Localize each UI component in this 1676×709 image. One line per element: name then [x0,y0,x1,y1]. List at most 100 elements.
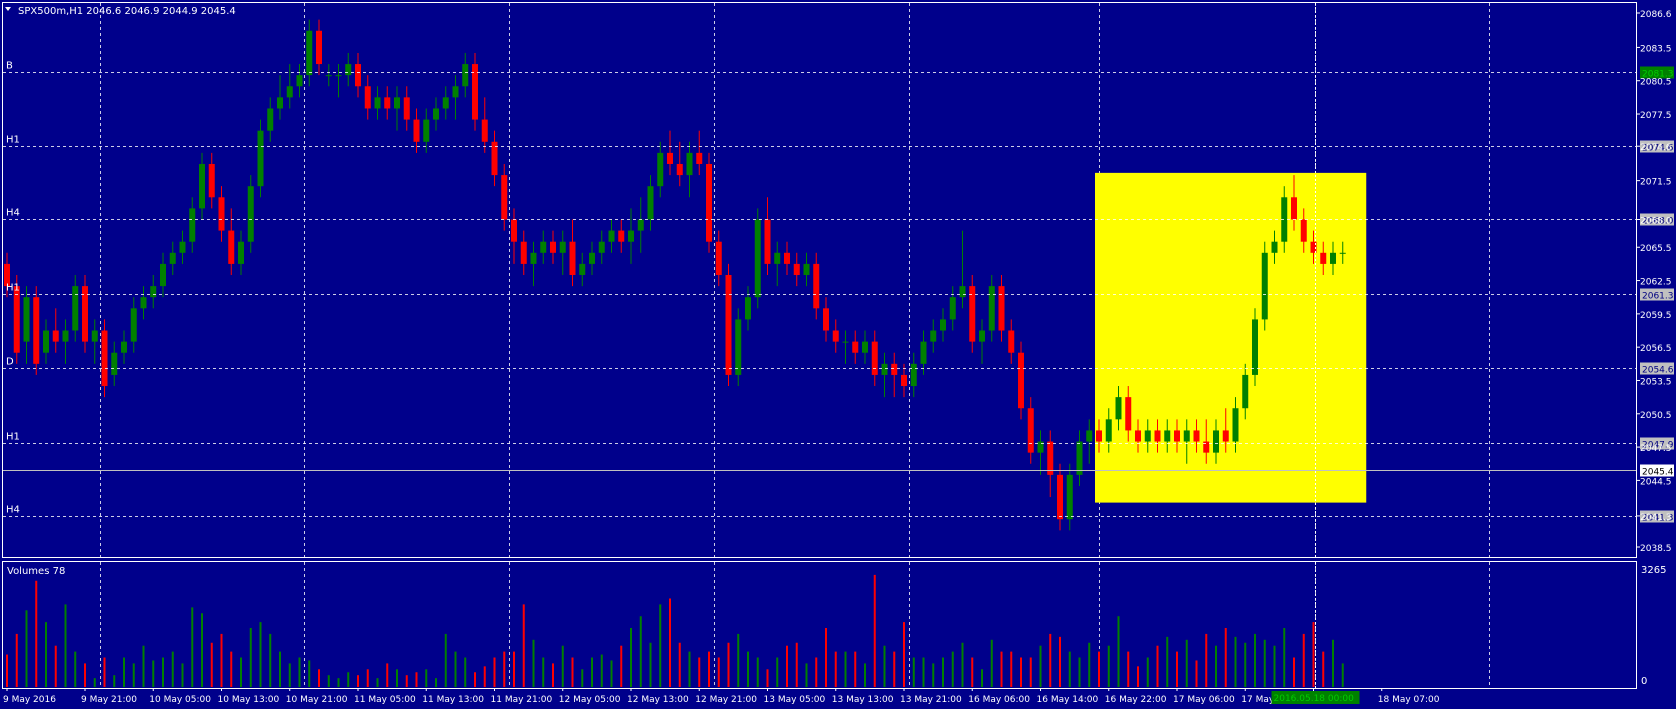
candle-body [1222,430,1229,442]
candle-body [1300,219,1307,242]
candle-body [657,152,664,187]
candle-body [686,152,693,176]
candle-body [1135,430,1141,442]
candle-body [91,330,98,342]
candle-body [1213,430,1219,453]
candle-body [530,252,537,264]
candle-body [316,30,322,65]
candle-body [1232,408,1239,442]
y-tick-label: 2083.5 [1640,44,1672,54]
candle-body [218,197,225,231]
candle-body [1057,474,1063,520]
candle-body [150,286,157,298]
candle-body [1183,430,1190,442]
candle-body [130,308,137,342]
candle-body [862,341,868,353]
candle-body [413,119,420,142]
candle-body [1174,430,1180,442]
candle-body [559,241,566,253]
candle-body [62,330,69,342]
candle-body [1154,430,1161,442]
candle-body [23,297,30,342]
candle-body [1047,441,1054,475]
candle-body [764,219,771,264]
candle-body [881,363,888,375]
candle-body [1027,408,1034,453]
candle-body [1310,241,1317,253]
candle-body [52,330,59,342]
price-tag-label: 2068.0 [1642,217,1674,227]
x-tick-label: 12 May 13:00 [627,695,689,705]
level-label: H4 [6,505,20,516]
candle-body [1320,252,1327,264]
candle-body [1193,430,1200,442]
candle-body [286,86,293,98]
candle-body [647,186,654,220]
candle-body [1271,241,1278,253]
candle-body [33,297,40,364]
x-tick-label: 13 May 05:00 [764,695,826,705]
horizontal-levels: B H1 H4 H1 D H1 H4 [3,61,1636,517]
candle-body [423,119,430,142]
candle-body [813,263,820,309]
candle-body [823,308,829,331]
candle-body [696,152,703,164]
candle-body [930,330,937,342]
candle-body [433,108,439,120]
candle-body [1115,397,1122,420]
candle-body [852,341,859,353]
candle-body [481,119,488,142]
candle-body [969,286,976,342]
price-tag [1640,213,1674,226]
symbol-menu-icon[interactable] [5,7,11,11]
candle-body [725,275,732,375]
candle-body [979,330,985,342]
x-tick-label: 9 May 21:00 [81,695,137,705]
candle-body [706,163,712,242]
candle-body [501,175,508,220]
candle-body [1164,430,1171,442]
x-tick-label: 11 May 21:00 [491,695,553,705]
candle-body [871,341,878,375]
price-tag-label: 2045.4 [1642,468,1674,478]
candle-body [364,86,371,109]
level-label: H1 [6,135,20,146]
candle-body [891,363,898,375]
volume-pane-frame [2,561,1637,689]
volume-histogram [6,574,1344,687]
candle-body [1125,397,1132,431]
price-tag [1640,288,1674,301]
candle-body [247,186,254,242]
level-label: B [6,61,13,72]
price-tag [1640,510,1674,523]
candle-body [949,297,956,320]
candle-body [228,230,235,264]
crosshair: 2016.05.18 00:00 [1271,3,1360,704]
y-tick-label: 2068.0 [1640,216,1672,226]
candle-body [325,75,332,77]
candle-body [208,163,215,198]
candle-body [745,297,751,320]
candlestick-series [4,19,1346,531]
candle-body [111,352,118,375]
price-tag [1640,437,1674,450]
candle-body [1008,330,1015,353]
volume-scale-min: 0 [1641,676,1647,687]
candle-body [959,286,966,298]
x-tick-label: 10 May 21:00 [286,695,348,705]
price-pane[interactable]: B H1 H4 H1 D H1 H4 SPX500m,H1 2046.6 2046.9 20… [3,3,1636,557]
candle-body [715,241,722,276]
candle-body [920,341,927,364]
x-tick-label: 11 May 13:00 [422,695,484,705]
candle-body [618,230,625,242]
candle-body [472,64,478,120]
y-tick-label: 2056.5 [1640,344,1672,354]
price-tag-label: 2047.9 [1642,441,1674,451]
candle-body [637,219,644,231]
candle-body [257,130,264,187]
candle-body [82,286,88,342]
highlight-box[interactable] [1095,172,1367,503]
candle-body [1066,474,1073,520]
